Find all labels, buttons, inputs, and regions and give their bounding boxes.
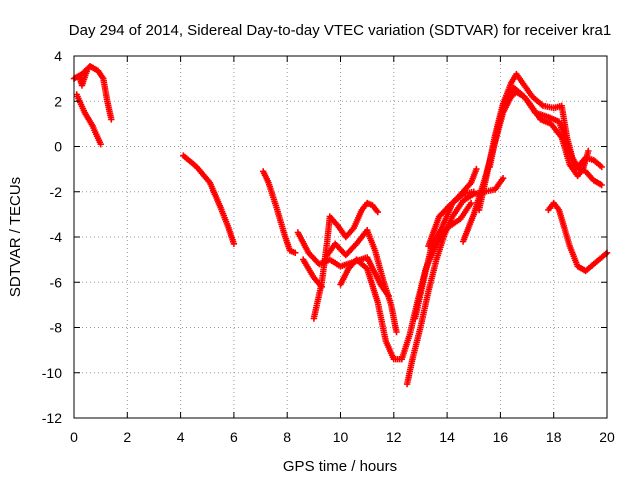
grid xyxy=(74,56,607,418)
x-tick-label: 6 xyxy=(230,429,238,445)
data-point-markers xyxy=(180,152,238,247)
data-point-markers xyxy=(324,227,400,336)
data-arc xyxy=(180,152,238,247)
data-series xyxy=(70,63,611,388)
x-tick-label: 20 xyxy=(599,429,615,445)
x-tick-label: 4 xyxy=(177,429,185,445)
x-tick-label: 10 xyxy=(333,429,349,445)
y-tick-label: 0 xyxy=(54,139,62,155)
data-arc xyxy=(403,175,507,388)
x-tick-label: 16 xyxy=(493,429,509,445)
x-tick-label: 18 xyxy=(546,429,562,445)
data-point-markers xyxy=(425,188,477,250)
tick-labels: 0 2 4 6 8 10 12 14 16 18 20 -12 -10 -8 -6 -4 -2 0 2 4 xyxy=(42,48,615,445)
data-arc xyxy=(486,84,592,180)
y-tick-label: -12 xyxy=(42,410,62,426)
data-arc xyxy=(73,91,104,148)
x-tick-label: 2 xyxy=(123,429,131,445)
data-arc xyxy=(324,227,400,336)
y-tick-label: -4 xyxy=(50,229,63,245)
data-point-markers xyxy=(486,84,592,180)
x-tick-label: 8 xyxy=(283,429,291,445)
data-point-markers xyxy=(294,229,392,299)
y-tick-label: -6 xyxy=(50,274,63,290)
y-tick-label: -10 xyxy=(42,365,62,381)
data-arc xyxy=(545,199,611,275)
data-arc xyxy=(411,165,480,322)
data-arc xyxy=(76,66,91,89)
x-tick-label: 0 xyxy=(70,429,78,445)
chart-title: Day 294 of 2014, Sidereal Day-to-day VTE… xyxy=(69,22,611,39)
data-arc xyxy=(260,168,299,256)
data-point-markers xyxy=(310,199,381,322)
axis-ticks xyxy=(73,55,608,419)
y-tick-label: -2 xyxy=(50,184,63,200)
data-point-markers xyxy=(73,91,104,148)
data-point-markers xyxy=(403,175,507,388)
x-axis-label: GPS time / hours xyxy=(283,458,397,475)
data-arc xyxy=(294,229,392,299)
y-axis-label: SDTVAR / TECUs xyxy=(7,177,24,297)
x-tick-label: 14 xyxy=(439,429,455,445)
data-point-markers xyxy=(76,66,91,89)
data-point-markers xyxy=(545,199,611,275)
y-tick-label: 4 xyxy=(54,48,62,64)
x-tick-label: 12 xyxy=(386,429,402,445)
y-tick-label: -8 xyxy=(50,320,63,336)
data-point-markers xyxy=(260,168,299,256)
data-arc xyxy=(310,199,381,322)
data-point-markers xyxy=(411,165,480,322)
data-arc xyxy=(425,188,477,250)
y-tick-label: 2 xyxy=(54,93,62,109)
